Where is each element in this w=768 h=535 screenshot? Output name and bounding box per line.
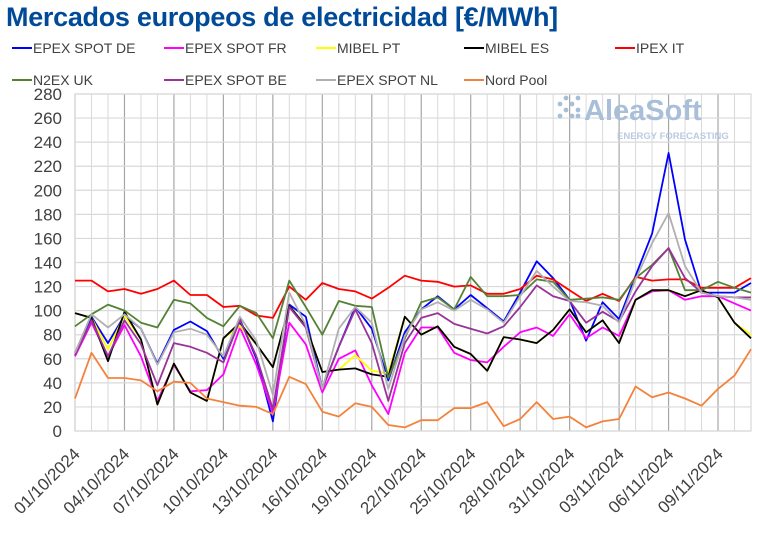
chart-title: Mercados europeos de electricidad [€/MWh… (6, 2, 558, 32)
legend-swatch (615, 47, 635, 49)
logo-dot (569, 113, 575, 119)
legend-swatch (164, 79, 184, 81)
y-tick-label: 40 (43, 374, 62, 393)
legend-item: EPEX SPOT FR (164, 40, 287, 56)
series-line-epex-spot-nl (74, 212, 752, 396)
y-tick-label: 80 (43, 326, 62, 345)
legend-item: MIBEL PT (316, 40, 400, 56)
logo-dot (575, 107, 581, 113)
legend-item: EPEX SPOT NL (316, 72, 438, 88)
logo-dot (569, 101, 575, 107)
logo-dot (575, 95, 581, 101)
y-tick-label: 260 (34, 109, 62, 128)
logo-dot (563, 95, 569, 101)
series-line-mibel-pt (74, 289, 752, 406)
y-tick-label: 140 (34, 254, 62, 273)
legend-item: N2EX UK (12, 72, 93, 88)
legend-label: EPEX SPOT NL (337, 72, 438, 88)
legend-label: Nord Pool (485, 72, 548, 88)
legend-item: EPEX SPOT BE (164, 72, 287, 88)
legend-swatch (464, 47, 484, 49)
legend-label: EPEX SPOT FR (185, 40, 287, 56)
logo-dot (557, 113, 563, 119)
logo-brand: AleaSoft (584, 95, 702, 127)
series-line-nord-pool (74, 348, 752, 429)
logo-dot (563, 107, 569, 113)
y-tick-label: 120 (34, 278, 62, 297)
legend-label: EPEX SPOT DE (33, 40, 136, 56)
legend-item: MIBEL ES (464, 40, 549, 56)
y-tick-label: 220 (34, 157, 62, 176)
legend-swatch (316, 79, 336, 81)
legend-swatch (316, 47, 336, 49)
y-tick-label: 60 (43, 350, 62, 369)
y-tick-label: 200 (34, 181, 62, 200)
legend-item: Nord Pool (464, 72, 547, 88)
series-line-epex-spot-be (74, 247, 751, 411)
logo-dot (575, 113, 581, 119)
legend-label: EPEX SPOT BE (185, 72, 287, 88)
legend-swatch (12, 79, 32, 81)
y-tick-label: 240 (34, 133, 62, 152)
legend-item: IPEX IT (615, 40, 684, 56)
legend-label: MIBEL ES (485, 40, 550, 56)
plot-border (74, 93, 752, 432)
logo-tagline: ENERGY FORECASTING (617, 131, 729, 142)
legend-label: IPEX IT (636, 40, 685, 56)
series-line-ipex-it (75, 274, 752, 319)
y-tick-label: 100 (34, 302, 62, 321)
series-line-n2ex-uk (74, 247, 752, 379)
legend-label: N2EX UK (33, 72, 93, 88)
aleasoft-logo: AleaSoft ENERGY FORECASTING (557, 95, 729, 142)
legend-swatch (12, 47, 32, 49)
legend-label: MIBEL PT (337, 40, 401, 56)
series-line-mibel-es (74, 289, 752, 406)
y-tick-label: 20 (43, 398, 62, 417)
y-tick-label: 160 (34, 229, 62, 248)
logo-dot (557, 101, 563, 107)
y-tick-label: 180 (34, 205, 62, 224)
legend-swatch (464, 79, 484, 81)
y-tick-label: 280 (34, 85, 62, 104)
legend-item: EPEX SPOT DE (12, 40, 135, 56)
y-tick-label: 0 (53, 422, 62, 441)
legend-swatch (164, 47, 184, 49)
